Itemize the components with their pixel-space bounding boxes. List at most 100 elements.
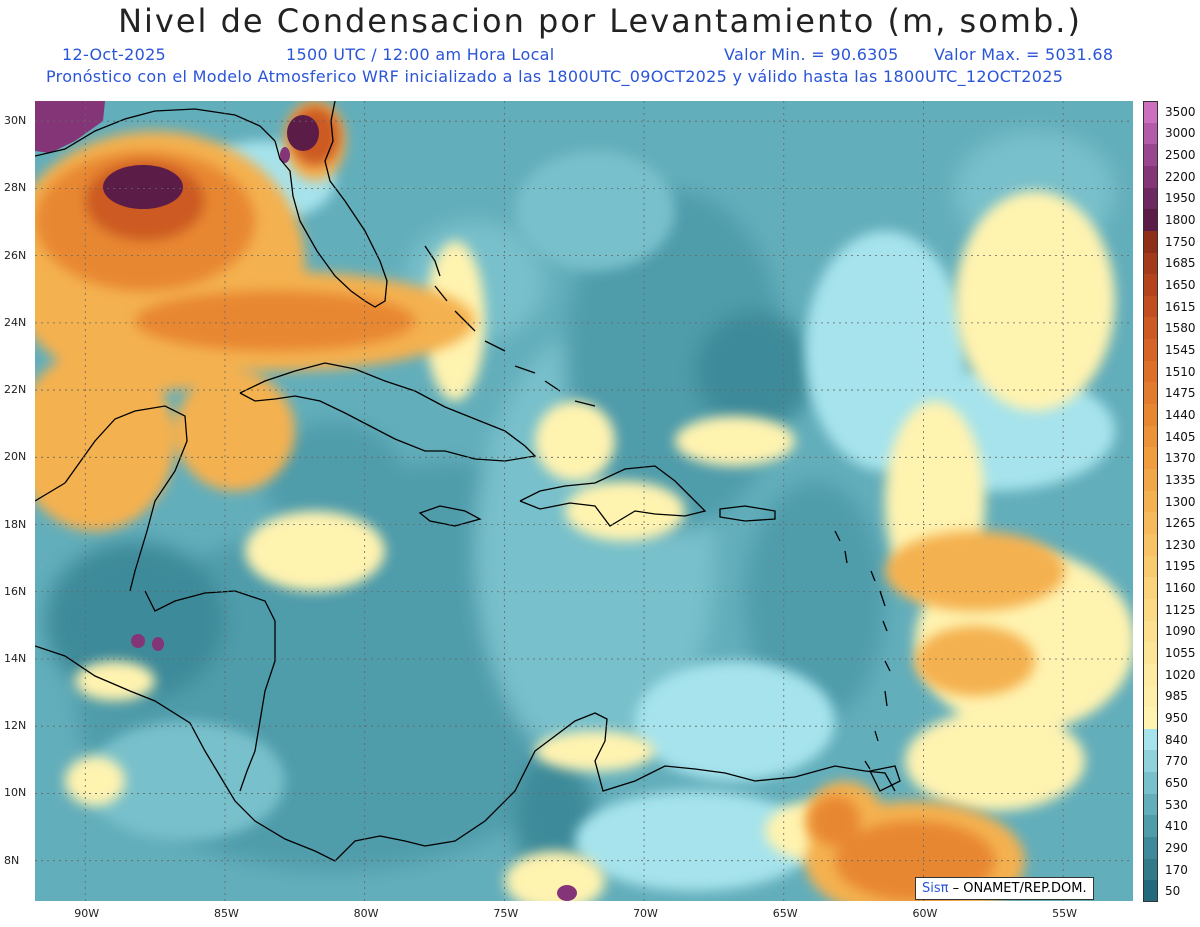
central-america-coast bbox=[35, 482, 426, 862]
colorbar-label: 985 bbox=[1165, 689, 1188, 704]
colorbar-label: 1475 bbox=[1165, 386, 1196, 401]
credit-box: Sisπ – ONAMET/REP.DOM. bbox=[915, 877, 1094, 900]
colorbar-label: 1580 bbox=[1165, 321, 1196, 336]
colorbar-label: 1125 bbox=[1165, 602, 1196, 617]
colorbar-swatch bbox=[1143, 101, 1158, 124]
colorbar-swatch bbox=[1143, 122, 1158, 145]
colorbar-label: 1440 bbox=[1165, 407, 1196, 422]
lcl-field-map bbox=[35, 101, 1133, 901]
colorbar-label: 290 bbox=[1165, 840, 1188, 855]
lon-label: 75W bbox=[493, 907, 519, 920]
colorbar-label: 170 bbox=[1165, 862, 1188, 877]
colorbar-swatch bbox=[1143, 815, 1158, 838]
min-value-label: Valor Min. = 90.6305 bbox=[724, 45, 899, 64]
field-purple-maxima bbox=[35, 101, 577, 901]
colorbar-swatch bbox=[1143, 837, 1158, 860]
colorbar-label: 1545 bbox=[1165, 342, 1196, 357]
colorbar-label: 950 bbox=[1165, 710, 1188, 725]
yucatan-coast bbox=[64, 405, 188, 592]
colorbar-label: 1020 bbox=[1165, 667, 1196, 682]
gulf-north-coast bbox=[35, 108, 276, 157]
colorbar-swatch bbox=[1143, 209, 1158, 232]
lat-label: 12N bbox=[4, 719, 27, 733]
lon-label: 70W bbox=[633, 907, 658, 920]
lat-label: 10N bbox=[4, 786, 27, 800]
colorbar-swatch bbox=[1143, 339, 1158, 362]
florida-coast bbox=[274, 101, 388, 308]
colorbar-swatch bbox=[1143, 165, 1158, 189]
colorbar-swatch bbox=[1143, 404, 1158, 427]
colorbar-label: 1195 bbox=[1165, 559, 1196, 574]
colorbar-label: 3000 bbox=[1165, 126, 1196, 141]
colorbar-swatch bbox=[1143, 793, 1158, 816]
trinidad-coast bbox=[869, 765, 901, 792]
hispaniola-coast bbox=[519, 465, 707, 527]
lon-label: 55W bbox=[1052, 907, 1078, 920]
lat-label: 20N bbox=[4, 450, 27, 464]
colorbar-label: 770 bbox=[1165, 754, 1188, 769]
lat-label: 18N bbox=[4, 517, 27, 531]
forecast-description: Pronóstico con el Modelo Atmosferico WRF… bbox=[46, 67, 1064, 86]
colorbar-swatch bbox=[1143, 620, 1158, 643]
colorbar-label: 1800 bbox=[1165, 213, 1196, 228]
colorbar-swatch bbox=[1143, 512, 1158, 535]
colorbar-label: 2200 bbox=[1165, 169, 1196, 184]
colorbar-frame bbox=[1143, 101, 1158, 902]
map-panel bbox=[35, 101, 1133, 901]
colorbar-swatch bbox=[1143, 469, 1158, 492]
colorbar-label: 840 bbox=[1165, 732, 1188, 747]
colorbar-label: 1370 bbox=[1165, 451, 1196, 466]
colorbar-swatch bbox=[1143, 533, 1158, 557]
colorbar-label: 1750 bbox=[1165, 234, 1196, 249]
colorbar-label: 410 bbox=[1165, 819, 1188, 834]
colorbar-label: 1300 bbox=[1165, 494, 1196, 509]
colorbar-label: 530 bbox=[1165, 797, 1188, 812]
colorbar-swatch bbox=[1143, 425, 1158, 448]
bahamas bbox=[424, 245, 596, 407]
time-label: 1500 UTC / 12:00 am Hora Local bbox=[286, 45, 555, 64]
colorbar-label: 50 bbox=[1165, 884, 1181, 899]
lat-label: 30N bbox=[4, 114, 27, 128]
colorbar-swatch bbox=[1143, 230, 1158, 254]
colorbar-swatch bbox=[1143, 144, 1158, 167]
cuba-coast bbox=[239, 362, 537, 462]
lesser-antilles bbox=[834, 530, 891, 770]
colorbar-label: 3500 bbox=[1165, 104, 1196, 119]
colorbar-label: 1510 bbox=[1165, 364, 1196, 379]
colorbar-swatch bbox=[1143, 750, 1158, 773]
date-label: 12-Oct-2025 bbox=[62, 45, 167, 64]
colorbar-label: 1335 bbox=[1165, 472, 1196, 487]
colorbar-label: 1650 bbox=[1165, 278, 1196, 292]
colorbar-swatch bbox=[1143, 555, 1158, 578]
colorbar-label: 1055 bbox=[1165, 646, 1196, 661]
colorbar-swatch bbox=[1143, 274, 1158, 297]
lat-label: 22N bbox=[4, 383, 27, 397]
max-value-label: Valor Max. = 5031.68 bbox=[934, 45, 1114, 64]
colorbar-label: 1265 bbox=[1165, 516, 1196, 531]
colorbar-swatch bbox=[1143, 360, 1158, 383]
colorbar-swatch bbox=[1143, 880, 1158, 903]
colombia-venezuela-coast bbox=[424, 712, 896, 847]
puerto-rico-coast bbox=[719, 505, 776, 522]
lon-label: 85W bbox=[213, 907, 239, 920]
lat-label: 16N bbox=[4, 584, 27, 598]
coastlines bbox=[35, 101, 901, 862]
lat-label: 28N bbox=[4, 181, 27, 195]
sispi-logo: Sisπ bbox=[922, 881, 949, 896]
lat-label: 26N bbox=[4, 248, 27, 262]
lon-label: 65W bbox=[772, 907, 798, 920]
colorbar-swatch bbox=[1143, 187, 1158, 210]
lon-label: 80W bbox=[353, 907, 379, 920]
colorbar-label: 2500 bbox=[1165, 148, 1196, 163]
colorbar-label: 1685 bbox=[1165, 256, 1196, 271]
map-title: Nivel de Condensacion por Levantamiento … bbox=[118, 2, 1082, 40]
lat-label: 8N bbox=[4, 853, 20, 867]
colorbar-label: 1230 bbox=[1165, 537, 1196, 552]
colorbar-swatch bbox=[1143, 728, 1158, 751]
colorbar-swatch bbox=[1143, 490, 1158, 513]
colorbar-label: 650 bbox=[1165, 775, 1188, 790]
credit-text: – ONAMET/REP.DOM. bbox=[952, 881, 1087, 896]
colorbar-swatch bbox=[1143, 295, 1158, 318]
colorbar-swatch bbox=[1143, 663, 1158, 686]
lat-label: 24N bbox=[4, 315, 27, 329]
